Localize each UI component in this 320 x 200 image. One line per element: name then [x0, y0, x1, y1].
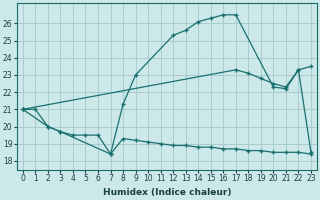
X-axis label: Humidex (Indice chaleur): Humidex (Indice chaleur) — [103, 188, 231, 197]
